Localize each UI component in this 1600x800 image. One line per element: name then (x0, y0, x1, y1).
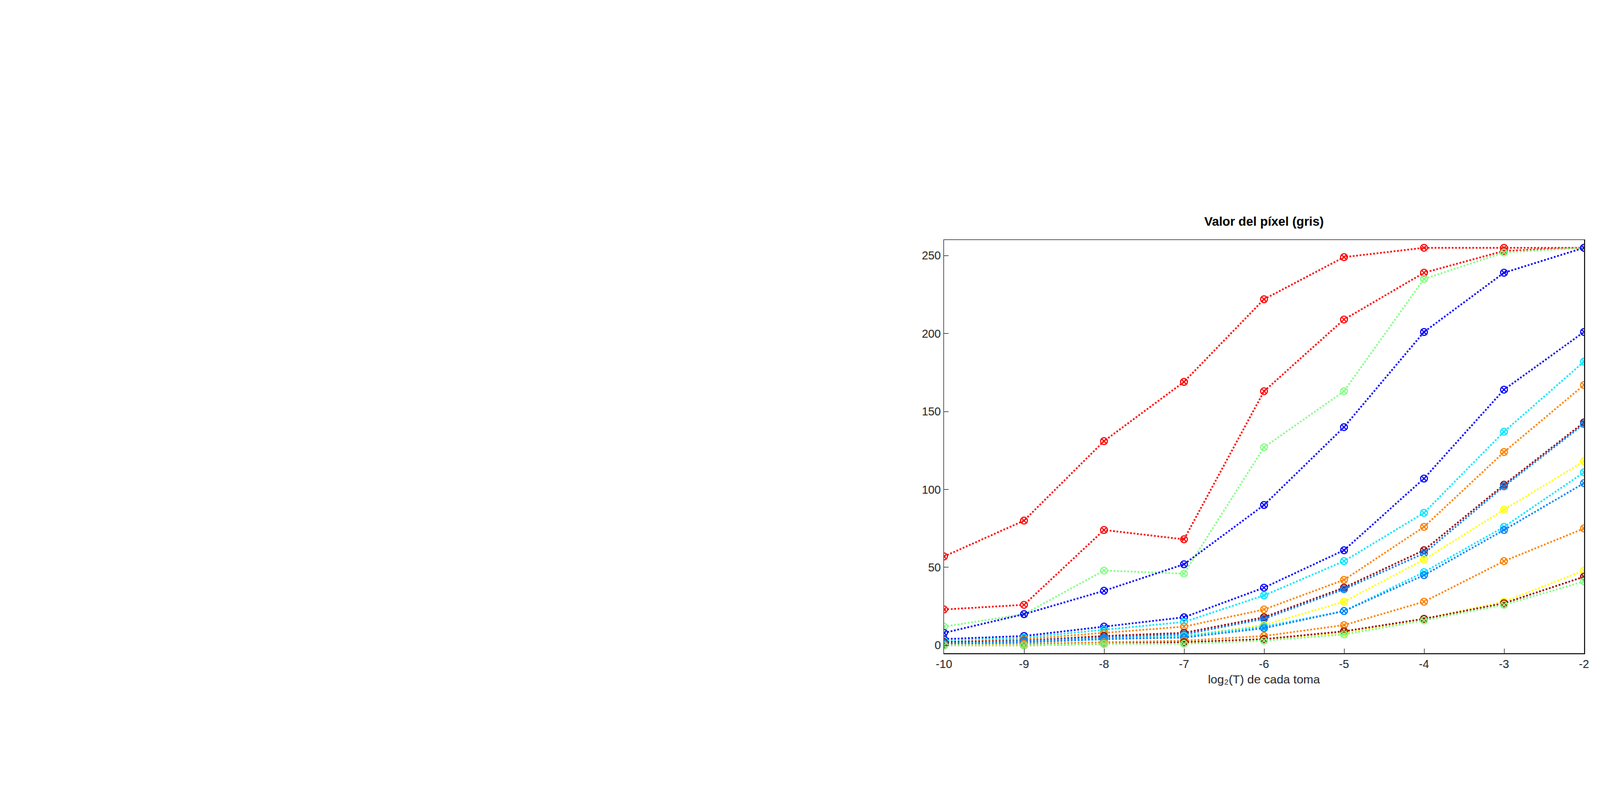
svg-text:250: 250 (921, 249, 941, 262)
svg-text:-7: -7 (1178, 657, 1190, 671)
svg-text:200: 200 (921, 327, 941, 340)
svg-text:-4: -4 (1418, 657, 1430, 671)
svg-text:-10: -10 (936, 657, 953, 671)
svg-text:-8: -8 (1098, 657, 1110, 671)
svg-text:0: 0 (934, 638, 941, 652)
svg-text:-9: -9 (1018, 657, 1030, 671)
svg-text:100: 100 (921, 483, 941, 496)
svg-text:50: 50 (928, 561, 941, 574)
svg-text:Valor del píxel (gris): Valor del píxel (gris) (1204, 214, 1324, 229)
svg-text:-2: -2 (1578, 657, 1590, 671)
svg-text:150: 150 (921, 405, 941, 418)
svg-text:-6: -6 (1258, 657, 1270, 671)
svg-text:log₂(T) de cada toma: log₂(T) de cada toma (1208, 672, 1320, 686)
svg-text:-3: -3 (1498, 657, 1510, 671)
svg-text:-5: -5 (1338, 657, 1350, 671)
